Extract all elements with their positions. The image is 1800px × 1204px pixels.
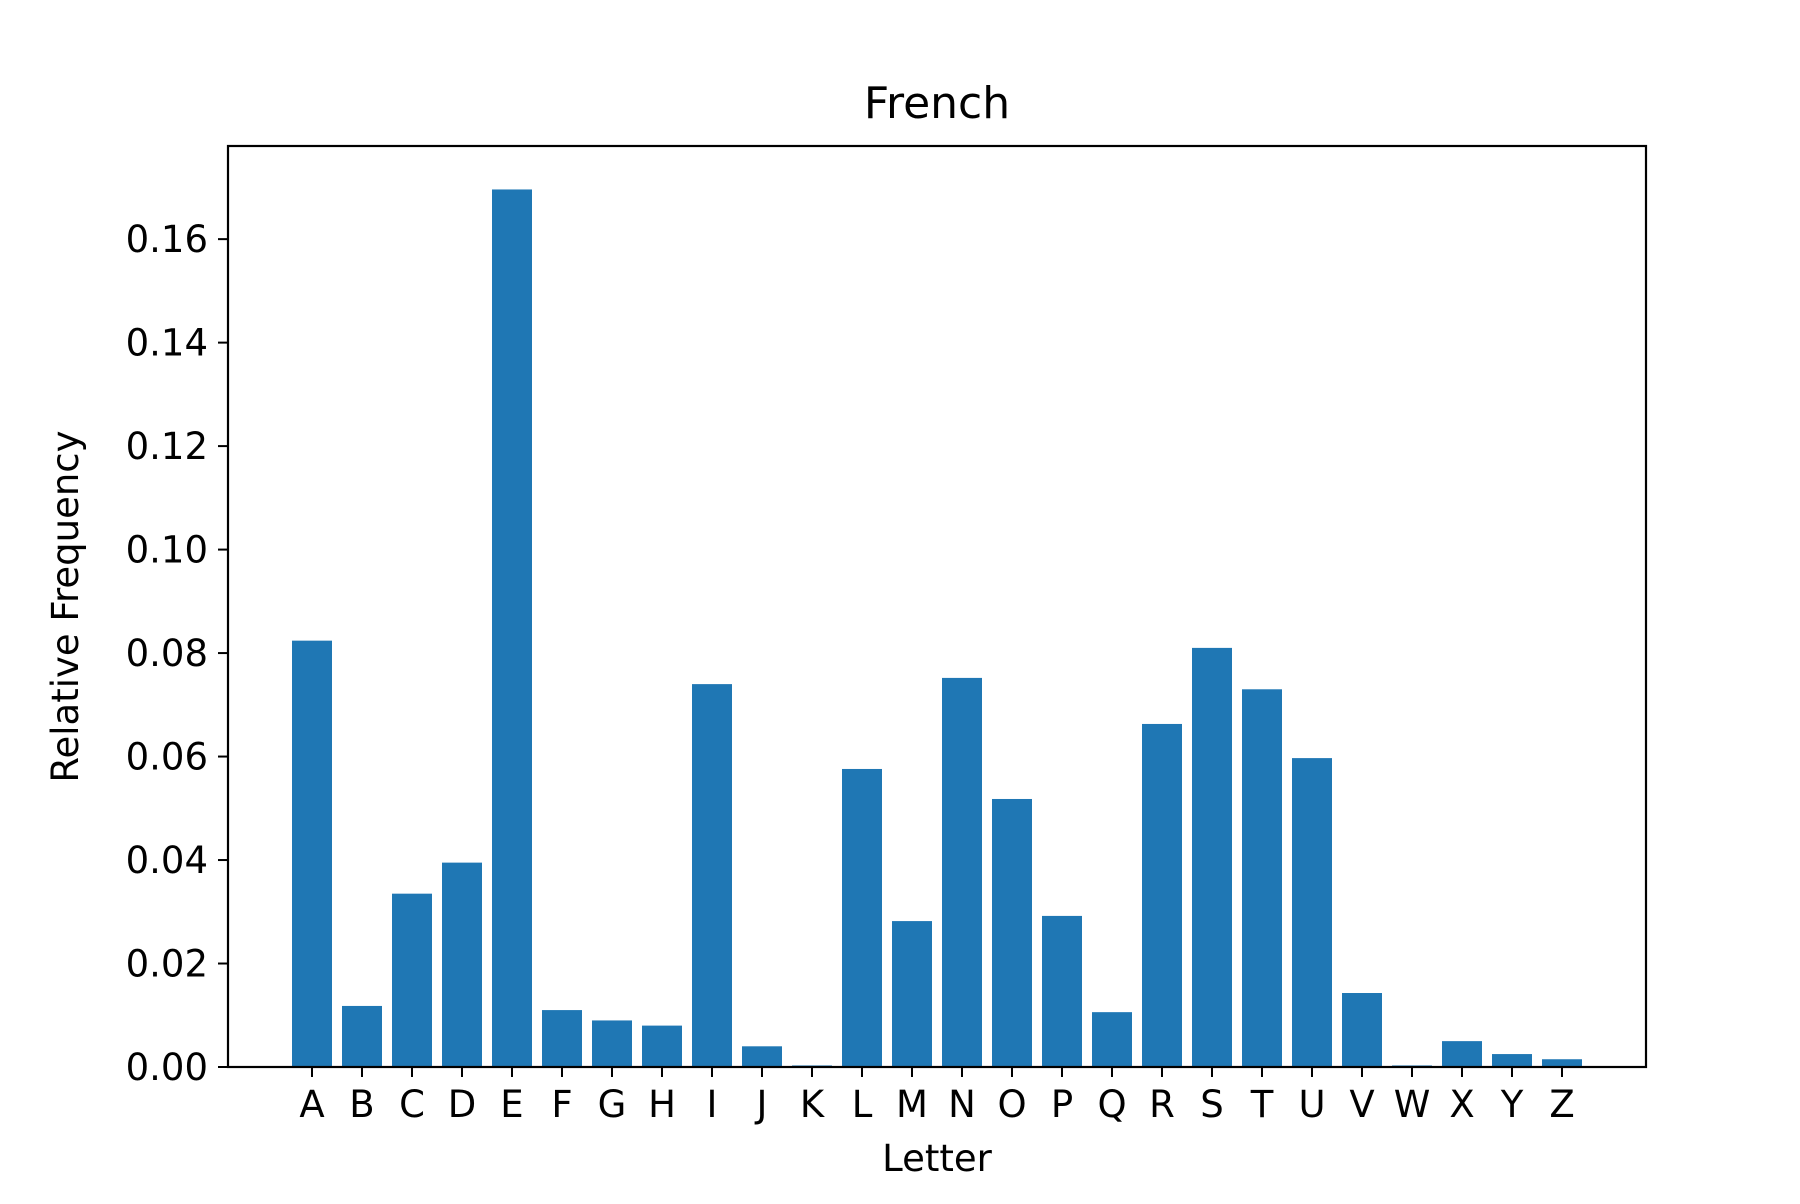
y-tick-label: 0.02 <box>126 943 208 986</box>
x-tick-label: S <box>1200 1083 1224 1126</box>
y-tick-label: 0.08 <box>126 632 208 675</box>
bar-g <box>592 1020 632 1067</box>
y-tick-label: 0.00 <box>126 1046 208 1089</box>
y-tick-label: 0.10 <box>126 529 208 572</box>
bar-d <box>442 862 482 1067</box>
bar-x <box>1442 1041 1482 1067</box>
bars-layer <box>292 189 1582 1068</box>
x-tick-label: C <box>399 1083 425 1126</box>
bar-y <box>1492 1054 1532 1067</box>
bar-h <box>642 1025 682 1067</box>
x-tick-label: H <box>648 1083 676 1126</box>
y-axis-ticks: 0.00 0.02 0.04 0.06 0.08 0.10 0.12 0.14 0.16 <box>126 218 228 1089</box>
x-tick-label: W <box>1394 1083 1431 1126</box>
bar-l <box>842 768 882 1067</box>
bar-i <box>692 684 732 1067</box>
x-tick-label: Z <box>1549 1083 1574 1126</box>
bar-c <box>392 893 432 1067</box>
x-tick-label: U <box>1298 1083 1325 1126</box>
bar-s <box>1192 647 1232 1067</box>
x-tick-label: O <box>997 1083 1026 1126</box>
x-axis-label: Letter <box>882 1137 993 1180</box>
y-tick-label: 0.04 <box>126 839 208 882</box>
x-tick-label: X <box>1449 1083 1474 1126</box>
x-tick-label: K <box>800 1083 826 1126</box>
bar-b <box>342 1005 382 1067</box>
x-tick-label: F <box>551 1083 572 1126</box>
plot-area-frame <box>226 144 1648 1069</box>
x-tick-label: L <box>852 1083 873 1126</box>
bar-v <box>1342 993 1382 1067</box>
bar-z <box>1542 1059 1582 1067</box>
bar-j <box>742 1046 782 1067</box>
y-tick-label: 0.16 <box>126 218 208 261</box>
x-tick-label: N <box>948 1083 976 1126</box>
x-tick-label: E <box>500 1083 523 1126</box>
x-tick-label: V <box>1349 1083 1374 1126</box>
bar-p <box>1042 915 1082 1067</box>
bar-u <box>1292 758 1332 1067</box>
y-tick-label: 0.14 <box>126 322 208 365</box>
bar-f <box>542 1010 582 1067</box>
x-tick-label: B <box>349 1083 374 1126</box>
x-tick-label: G <box>598 1083 627 1126</box>
bar-q <box>1092 1012 1132 1067</box>
x-tick-label: J <box>755 1083 768 1126</box>
x-tick-label: P <box>1051 1083 1073 1126</box>
bar-n <box>942 677 982 1067</box>
x-tick-label: D <box>448 1083 477 1126</box>
bar-m <box>892 921 932 1067</box>
bar-r <box>1142 723 1182 1067</box>
y-tick-label: 0.12 <box>126 425 208 468</box>
x-tick-label: R <box>1149 1083 1175 1126</box>
x-tick-label: I <box>707 1083 718 1126</box>
x-tick-label: A <box>299 1083 324 1126</box>
bar-a <box>292 640 332 1067</box>
bar-e <box>492 189 532 1068</box>
y-axis-label: Relative Frequency <box>44 430 87 782</box>
x-tick-label: Q <box>1097 1083 1126 1126</box>
x-tick-label: T <box>1250 1083 1274 1126</box>
x-tick-label: Y <box>1500 1083 1524 1126</box>
y-tick-label: 0.06 <box>126 736 208 779</box>
bar-t <box>1242 689 1282 1067</box>
bar-o <box>992 798 1032 1067</box>
x-tick-label: M <box>896 1083 928 1126</box>
chart-title: French <box>864 78 1010 129</box>
